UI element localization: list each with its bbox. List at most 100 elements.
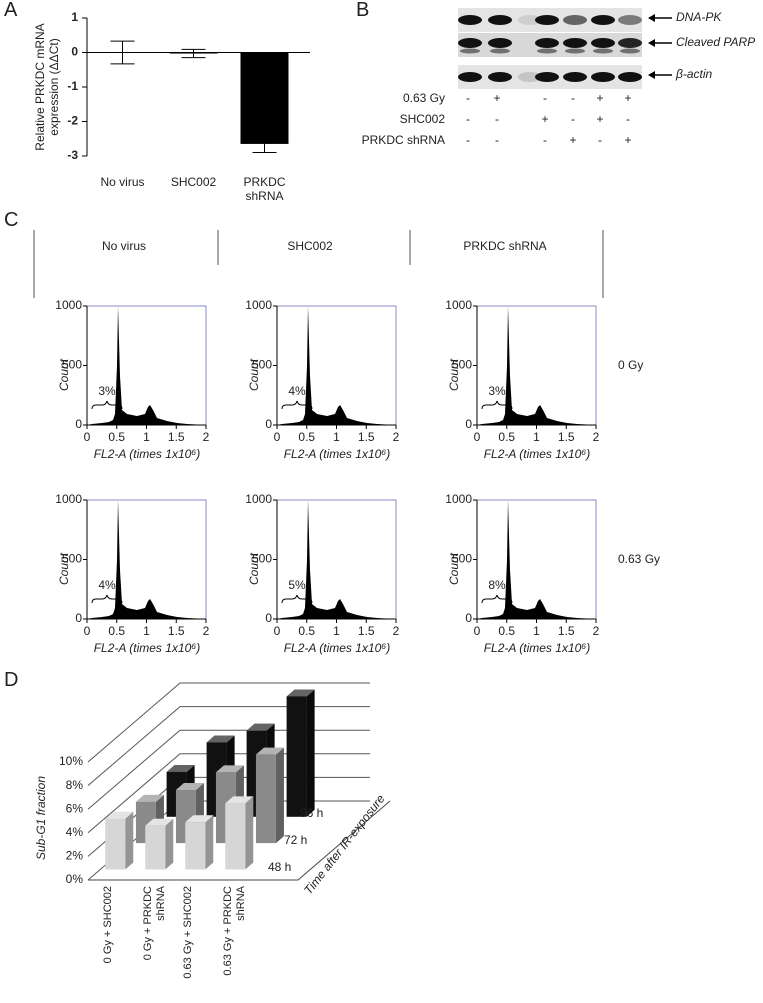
bar-top-shade [225,796,254,804]
condition-sign: - [543,133,547,147]
blot-band [488,72,512,82]
plot-frame [277,499,397,619]
bar-top [166,764,195,772]
arrow-head [648,71,655,79]
bar-side [275,747,284,844]
histogram [87,500,207,619]
panel-label: C [4,209,19,231]
bar-top-shade [145,818,174,826]
blot-band [593,48,613,54]
y-axis-label: Count [57,358,71,391]
plot-frame [87,305,207,425]
x-tick-label: 1.5 [358,624,375,638]
error-bar [110,40,135,65]
y-axis-label: Relative PRKDC mRNA expression (ΔΔCt) [33,23,61,151]
histogram [477,500,597,619]
x-tick-label: 0 [474,430,481,444]
axes [476,500,596,620]
row-label: 0.63 Gy [618,552,660,566]
sub-g1-brace [91,594,123,604]
bar-side [125,811,134,870]
y-tick-label: 500 [452,552,472,566]
x-tick-label: 0.5 [498,624,515,638]
bar-top [105,811,134,819]
flow-header-dividers [33,230,604,298]
sub-g1-label: 4% [288,384,306,398]
bar-3d [105,811,134,870]
y-tick-label: 500 [62,358,82,372]
row-label: 0 Gy [618,358,643,372]
bar-side [245,796,254,870]
blot-band [620,48,640,54]
y-tick-label: 6% [66,801,84,815]
condition-sign: - [571,91,575,105]
blot-band [535,72,559,82]
blot-band [591,72,615,82]
y-tick-label: 500 [452,358,472,372]
x-tick-label: 2 [393,624,400,638]
x-tick-label: 1.5 [168,624,185,638]
condition-sign: - [466,112,470,126]
y-tick-label: 500 [252,552,272,566]
blot-band [565,48,585,54]
condition-sign: + [596,112,603,126]
y-tick-label: 500 [252,358,272,372]
x-tick-label: 1 [333,430,340,444]
x-axis-label: FL2-A (times 1x10⁶) [484,641,591,655]
floor-edge [88,800,391,881]
condition-sign: + [569,133,576,147]
bar-top [175,783,204,791]
bar-front [286,696,307,817]
sub-g1-brace [481,400,513,410]
histogram [277,306,397,425]
blot-band [535,15,559,25]
column-header: No virus [102,239,146,253]
bar-3d [145,818,174,870]
bar-top [206,735,235,743]
bar-top-shade [185,815,214,823]
bar-side-shade [125,811,134,870]
y-tick-label: 10% [59,754,83,768]
y-tick-label: 0% [66,872,84,886]
x-tick-label: 0.5 [298,430,315,444]
x-tick-label: 1.5 [358,430,375,444]
sub-g1-label: 3% [488,384,506,398]
x-tick-label: 2 [203,430,210,444]
band-label: Cleaved PARP [676,35,755,49]
y-tick-label: 2% [66,849,84,863]
error-bar [181,48,206,59]
y-tick-label: -1 [67,79,78,93]
y-tick-label: 8% [66,778,84,792]
sub-g1-brace [481,594,513,604]
x-axis-label: FL2-A (times 1x10⁶) [94,641,201,655]
arrow-head [648,39,655,47]
y-tick-label: 1 [71,10,78,24]
x-tick-label: 0 [274,624,281,638]
y-axis-label: Count [247,358,261,391]
x-tick-label: 1 [143,624,150,638]
bar-top-shade [166,764,195,772]
y-tick-label: 1000 [55,298,82,312]
histogram [277,500,397,619]
y-tick-label: 0 [75,611,82,625]
arrow-head [648,14,655,22]
x-tick-label: 2 [593,624,600,638]
blot-band [518,15,542,25]
x-tick-label: 0.5 [498,430,515,444]
bar-top [145,818,174,826]
bar-3d [225,796,254,870]
plot-frame [87,499,207,619]
x-tick-label: 2 [593,430,600,444]
bar-top [246,723,275,731]
blot-band [537,48,557,54]
plot-frame [477,305,597,425]
x-axis-label: FL2-A (times 1x10⁶) [94,447,201,461]
x-tick-label: 0 [84,430,91,444]
condition-sign: - [543,91,547,105]
series-label: 48 h [268,860,291,874]
histogram [477,306,597,425]
y-tick-label: 1000 [445,492,472,506]
x-tick-label: SHC002 [170,175,217,189]
bar-top-shade [175,783,204,791]
